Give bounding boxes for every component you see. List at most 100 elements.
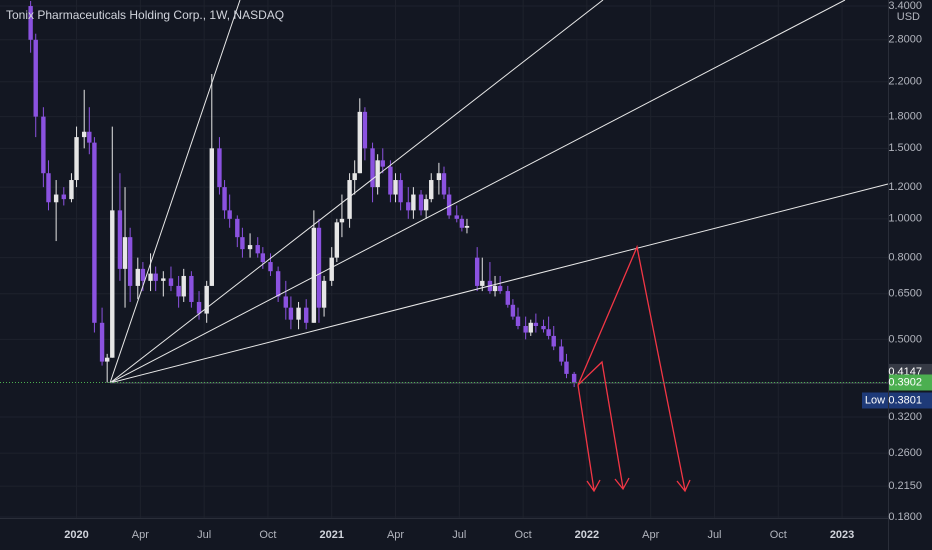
candle-body: [74, 137, 79, 181]
candle-body: [222, 187, 227, 211]
candle-body: [441, 173, 447, 195]
candle-body: [398, 180, 403, 203]
candle-body: [370, 148, 375, 188]
fan-lines: [109, 0, 889, 384]
y-tick-label: 1.8000: [888, 111, 922, 123]
candle-body: [541, 325, 546, 330]
x-tick-label: Oct: [770, 529, 787, 541]
candle-body: [260, 253, 266, 263]
candle-body: [255, 245, 260, 254]
x-tick-label: Oct: [259, 529, 276, 541]
candle-body: [571, 373, 577, 383]
arrow-head: [586, 479, 601, 493]
y-tick-label: 0.5000: [888, 333, 922, 345]
candle-body: [352, 173, 357, 181]
time-axis: [0, 518, 888, 550]
x-tick-label: Apr: [132, 529, 149, 541]
x-tick-label: Oct: [515, 529, 532, 541]
candle-body: [480, 280, 485, 286]
candle-body: [247, 245, 253, 250]
candle-body: [551, 335, 556, 347]
chart-title: Tonix Pharmaceuticals Holding Corp., 1W,…: [6, 8, 284, 22]
x-tick-label: Apr: [387, 529, 404, 541]
x-tick-label: 2022: [575, 529, 599, 541]
price-label-box: [889, 374, 932, 391]
fan-line: [109, 183, 889, 384]
axes: 3.4000 2.8000 2.2000 1.8000 1.5000 1.2000 1.00…: [64, 0, 932, 541]
candle-body: [515, 316, 521, 326]
candle-body: [546, 329, 551, 336]
x-tick-label: Jul: [197, 529, 211, 541]
currency: USD: [897, 11, 920, 23]
candle-body: [189, 275, 194, 302]
y-tick-label: 0.2150: [888, 480, 922, 492]
y-tick-label: 0.6500: [888, 288, 922, 300]
candle-body: [161, 278, 166, 281]
candle-body: [127, 237, 133, 286]
candle-body: [181, 275, 186, 297]
candle-body: [459, 218, 465, 228]
candle-body: [321, 280, 327, 308]
candle-body: [406, 202, 411, 211]
candle-body: [296, 307, 301, 320]
candle-body: [339, 218, 345, 223]
candle-body: [87, 131, 92, 143]
candle-body: [196, 301, 202, 314]
arrow: [577, 244, 686, 491]
candle-body: [61, 194, 66, 200]
candle-body: [510, 304, 516, 317]
candle-body: [304, 307, 309, 323]
fan-line: [109, 0, 604, 384]
candle-body: [388, 166, 393, 195]
y-tick-label: 1.5000: [888, 142, 922, 154]
candle-body: [288, 307, 294, 320]
arrow: [577, 360, 624, 489]
candle-body: [140, 268, 146, 281]
candle-body: [176, 285, 181, 297]
fan-line: [109, 0, 241, 384]
candle-body: [523, 325, 528, 333]
candle-body: [283, 296, 288, 308]
candle-body: [429, 180, 434, 200]
y-tick-label: 0.3200: [888, 411, 922, 423]
price-label-name-box: [862, 392, 888, 409]
candle-body: [436, 173, 442, 181]
candle-body: [311, 227, 317, 323]
y-tick-label: 0.1800: [888, 511, 922, 523]
price-label: 0.3801: [888, 394, 922, 406]
candle-body: [227, 210, 232, 219]
price-label: 0.3902: [888, 376, 922, 388]
candle-body: [329, 257, 334, 281]
y-tick-label: 0.8000: [888, 252, 922, 264]
y-tick-label: 1.2000: [888, 181, 922, 193]
candle-body: [153, 273, 158, 281]
y-tick-label: 1.0000: [888, 213, 922, 225]
candle-body: [492, 285, 498, 292]
candle-body: [411, 194, 416, 211]
fan-line: [109, 0, 846, 384]
candle-body: [92, 142, 97, 323]
y-tick-label: 2.8000: [888, 34, 922, 46]
x-tick-label: 2021: [319, 529, 343, 541]
y-tick-label: 2.2000: [888, 76, 922, 88]
candle-body: [275, 271, 281, 297]
arrows: [577, 244, 691, 493]
candle-body: [423, 199, 429, 211]
x-tick-label: Apr: [642, 529, 659, 541]
grid: [0, 0, 888, 518]
candle-body: [46, 173, 51, 203]
candle-body: [559, 346, 564, 362]
candle-body: [33, 39, 38, 117]
candle-body: [357, 111, 362, 174]
candle-body: [148, 273, 153, 281]
arrow-head: [614, 477, 630, 491]
candle-body: [418, 194, 424, 211]
x-tick-label: 2020: [64, 529, 88, 541]
candle-body: [316, 227, 322, 308]
candle-body: [104, 357, 110, 362]
candle-body: [135, 268, 140, 286]
candle-body: [122, 237, 128, 269]
candle-body: [533, 322, 539, 326]
candle-body: [474, 257, 480, 286]
